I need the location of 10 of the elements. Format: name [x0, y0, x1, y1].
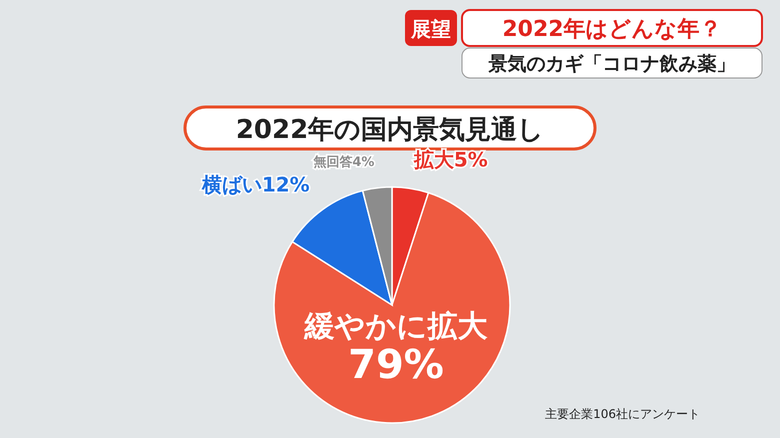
text: 2022年はどんな年？	[502, 17, 722, 42]
chart-title: 2022年の国内景気見通し	[236, 115, 544, 145]
slice-label: 無回答4%	[312, 155, 374, 170]
text: 主要企業106社にアンケート	[545, 407, 700, 421]
slice-label: 緩やかに拡大	[303, 309, 488, 344]
text: 景気のカギ「コロナ飲み薬」	[488, 53, 736, 75]
data-label: 79%	[348, 342, 444, 388]
slice-label: 拡大5%	[412, 148, 488, 172]
text: 展望	[410, 17, 451, 41]
slice-label: 横ばい12%	[200, 172, 310, 197]
